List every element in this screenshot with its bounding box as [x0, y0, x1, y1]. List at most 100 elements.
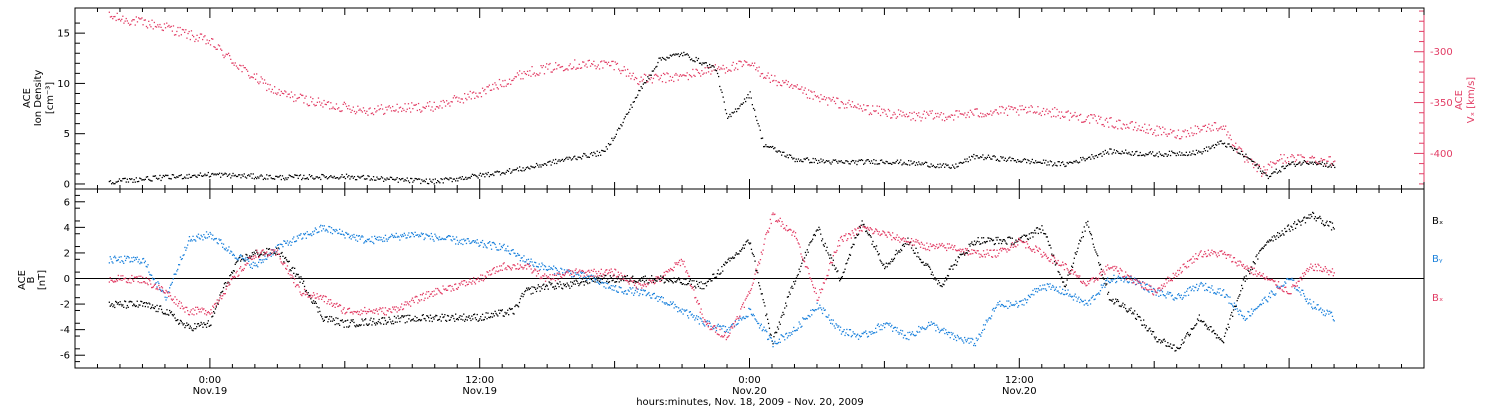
data-point-by — [371, 236, 373, 238]
data-point-density — [1334, 166, 1336, 169]
data-point-bx — [1046, 236, 1048, 238]
data-point-bx — [1157, 341, 1159, 343]
data-point-by — [590, 274, 593, 276]
data-point-vx — [1068, 119, 1071, 121]
data-point-by — [402, 235, 405, 237]
data-point-by — [1301, 289, 1303, 291]
data-point-density — [628, 111, 630, 113]
data-point-vx — [809, 97, 811, 99]
data-point-by — [793, 326, 795, 329]
data-point-density — [1040, 162, 1042, 164]
data-point-vx — [743, 60, 746, 62]
data-point-by — [1289, 278, 1291, 280]
data-point-density — [1229, 145, 1231, 148]
data-point-bx — [451, 314, 453, 317]
data-point-by — [1112, 278, 1114, 281]
data-point-bx — [840, 276, 843, 279]
data-point-density — [613, 137, 615, 139]
data-point-bx — [463, 313, 465, 315]
data-point-vx — [404, 103, 406, 105]
data-point-vx — [768, 77, 770, 79]
data-point-by — [641, 289, 643, 291]
data-point-vx — [1263, 166, 1265, 168]
data-point-vx — [1089, 122, 1091, 124]
data-point-density — [1060, 162, 1063, 164]
data-point-bx — [437, 319, 440, 321]
data-point-vx — [133, 19, 135, 21]
data-point-by — [161, 289, 164, 291]
data-point-density — [1149, 151, 1151, 153]
data-point-vx — [1153, 132, 1155, 134]
data-point-vx — [241, 71, 243, 73]
data-point-density — [465, 176, 467, 178]
data-point-vx — [647, 81, 649, 83]
data-point-bx — [836, 271, 838, 273]
data-point-vx — [547, 68, 549, 70]
data-point-density — [759, 129, 761, 131]
data-point-bx — [354, 325, 356, 327]
data-point-bx — [577, 282, 579, 284]
data-point-by — [895, 329, 897, 332]
data-point-vx — [352, 106, 354, 108]
data-point-vx — [335, 103, 338, 105]
data-point-by — [1023, 304, 1025, 306]
data-point-density — [1005, 160, 1008, 162]
data-point-by — [325, 228, 327, 231]
data-point-by — [457, 243, 459, 245]
data-point-density — [145, 176, 148, 178]
data-point-by — [369, 240, 371, 243]
data-point-by — [450, 239, 452, 241]
data-point-vx — [546, 63, 548, 65]
data-point-density — [561, 158, 564, 161]
data-point-vx — [253, 73, 255, 75]
data-point-bx — [891, 258, 893, 260]
data-point-by — [723, 325, 725, 327]
data-point-vx — [607, 61, 610, 63]
data-point-bx — [183, 323, 185, 325]
data-point-bx — [317, 311, 319, 313]
data-point-by — [1005, 305, 1007, 308]
data-point-bx — [404, 322, 406, 324]
data-point-vx — [994, 109, 996, 111]
data-point-bx — [339, 324, 341, 326]
data-point-density — [1241, 153, 1244, 156]
data-point-bx — [1124, 304, 1126, 306]
data-point-bx — [868, 233, 870, 236]
data-point-bx — [323, 319, 325, 321]
data-point-density — [701, 64, 703, 66]
data-point-bx — [330, 320, 332, 322]
data-point-vx — [1004, 109, 1006, 111]
data-point-by — [695, 317, 697, 319]
data-point-by — [397, 235, 399, 237]
data-point-by — [1090, 297, 1093, 299]
data-point-by — [493, 242, 495, 244]
data-point-bx — [544, 285, 547, 288]
data-point-bx — [776, 331, 778, 334]
data-point-density — [1181, 152, 1183, 154]
data-point-by — [476, 239, 478, 241]
data-point-density — [1267, 177, 1269, 180]
data-point-vx — [1265, 172, 1267, 174]
data-point-density — [1071, 162, 1073, 164]
data-point-by — [624, 290, 627, 292]
data-point-by — [392, 235, 394, 237]
data-point-density — [158, 177, 160, 180]
data-point-vx — [1187, 132, 1190, 135]
data-point-density — [1195, 149, 1198, 151]
data-point-bx — [769, 333, 771, 335]
data-point-vx — [193, 36, 195, 38]
data-point-by — [654, 297, 656, 300]
data-point-bx — [929, 268, 932, 270]
data-point-density — [434, 178, 436, 180]
data-point-bx — [999, 239, 1001, 241]
data-point-by — [1137, 282, 1139, 284]
data-point-bx — [197, 323, 200, 325]
data-point-bx — [1309, 217, 1311, 219]
data-point-density — [909, 164, 911, 166]
data-point-vx — [402, 107, 404, 110]
data-point-by — [149, 273, 151, 276]
data-point-by — [1155, 294, 1157, 296]
data-point-density — [324, 176, 326, 179]
data-point-vx — [378, 109, 380, 111]
data-point-vx — [855, 106, 857, 108]
